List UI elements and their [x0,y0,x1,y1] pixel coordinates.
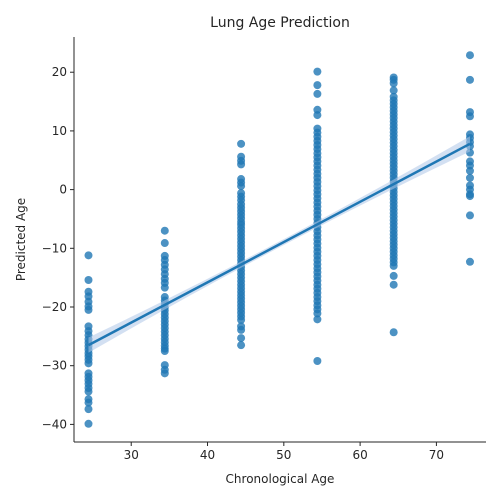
y-axis-ticks: −40 −30 −20 −10 0 10 20 [42,65,74,431]
data-point [465,211,474,220]
data-point [84,276,93,284]
x-tick-label: 60 [352,448,367,462]
data-point [313,357,322,365]
data-point [465,257,474,266]
y-axis-label: Predicted Age [14,198,28,281]
data-point [313,309,322,318]
y-tick-label: 20 [52,65,67,79]
data-point [465,75,474,84]
data-point [84,398,93,407]
data-point [160,283,169,292]
regression-line [87,142,471,347]
data-point [237,315,246,324]
y-tick-label: −10 [42,241,67,255]
data-point [389,79,398,88]
data-point [84,305,93,314]
data-point [389,328,398,337]
data-point [237,334,246,343]
data-point [389,280,398,289]
data-point [465,51,474,60]
x-tick-label: 30 [124,448,139,462]
data-point [389,261,398,270]
data-point [160,347,169,356]
data-point [160,239,169,248]
data-point [313,67,322,76]
data-point [84,387,93,396]
data-point [84,359,93,368]
data-point [465,112,474,121]
data-point [237,160,246,169]
y-tick-label: −30 [42,359,67,373]
x-tick-label: 40 [200,448,215,462]
data-point [313,315,322,324]
chart-title: Lung Age Prediction [210,15,350,31]
data-point [237,139,246,148]
data-point [84,251,93,260]
data-point [84,419,93,428]
data-point [313,81,322,90]
data-point [465,166,474,175]
x-axis-label: Chronological Age [226,472,335,486]
data-point [237,341,246,350]
data-point [389,86,398,95]
plot-area [84,51,474,428]
data-point [160,369,169,378]
y-tick-label: −20 [42,300,67,314]
data-point [313,111,322,120]
data-point [84,405,93,414]
data-point [389,271,398,280]
y-tick-label: 10 [52,124,67,138]
data-point [465,192,474,201]
data-point [465,173,474,182]
data-point [160,226,169,235]
data-point [313,89,322,98]
x-axis-ticks: 30 40 50 60 70 [124,442,444,462]
data-point [237,325,246,334]
data-point [237,182,246,191]
y-tick-label: 0 [59,183,67,197]
x-tick-label: 70 [429,448,444,462]
x-tick-label: 50 [276,448,291,462]
y-tick-label: −40 [42,417,67,431]
